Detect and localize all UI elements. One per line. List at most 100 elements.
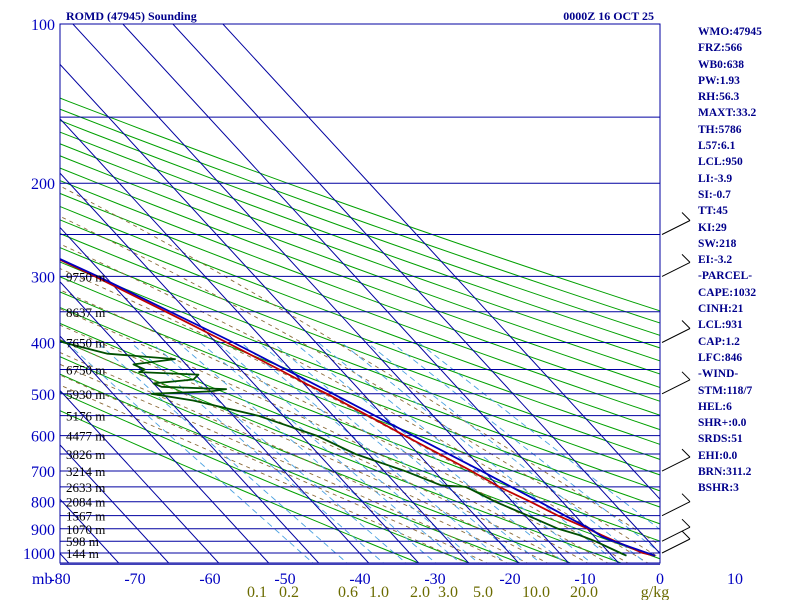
isotherm-grid bbox=[0, 12, 660, 564]
moist-adiabat bbox=[60, 289, 609, 563]
mixing-ratio-label: 1.0 bbox=[369, 584, 389, 600]
wind-barb-flag bbox=[681, 448, 691, 458]
param-row: SRDS:51 bbox=[698, 433, 743, 446]
param-row: WMO:47945 bbox=[698, 26, 762, 38]
moist-adiabat bbox=[60, 339, 549, 563]
height-label: 7650 m bbox=[66, 335, 105, 350]
adiabat-grid bbox=[60, 97, 660, 563]
dry-adiabat bbox=[60, 276, 660, 508]
dry-adiabat bbox=[60, 219, 660, 445]
pressure-tick-label: 900 bbox=[31, 522, 55, 539]
param-row: WB0:638 bbox=[698, 58, 744, 71]
isotherm bbox=[172, 24, 660, 555]
isotherm bbox=[72, 24, 570, 563]
mixing-ratio-line bbox=[177, 342, 437, 563]
parameter-panel: WMO:47945 FRZ:566 WB0:638 PW:1.93 RH:56.3 MAX… bbox=[698, 24, 798, 497]
height-label: 1567 m bbox=[66, 509, 105, 524]
pressure-tick-label: 300 bbox=[31, 269, 55, 286]
wind-barbs bbox=[661, 212, 691, 554]
param-row: CAPE:1032 bbox=[698, 286, 757, 299]
wind-barb bbox=[661, 328, 691, 343]
series-parcel bbox=[60, 258, 656, 557]
mixing-ratio-line bbox=[130, 342, 385, 563]
height-label: 2084 m bbox=[66, 495, 105, 510]
wind-barb-flag bbox=[681, 530, 691, 540]
dry-adiabat bbox=[60, 155, 660, 375]
wind-barb-flag bbox=[681, 493, 691, 503]
mixing-ratio-label: 5.0 bbox=[473, 584, 493, 600]
isotherm bbox=[0, 12, 20, 564]
wind-barb-flag bbox=[681, 320, 691, 329]
param-row: MAXT:33.2 bbox=[698, 107, 757, 120]
temperature-tick-label: -20 bbox=[499, 571, 520, 588]
isotherm bbox=[60, 281, 320, 563]
param-row: EI:-3.2 bbox=[698, 254, 733, 267]
height-label: 6750 m bbox=[66, 363, 105, 378]
param-row: BSHR:3 bbox=[698, 482, 739, 495]
param-row: EHI:0.0 bbox=[698, 449, 738, 462]
param-row: LFC:846 bbox=[698, 351, 743, 364]
param-row: LI:-3.9 bbox=[698, 172, 733, 185]
param-row: -WIND- bbox=[698, 368, 739, 381]
mixing-ratio-label: 2.0 bbox=[410, 584, 430, 600]
plot-frame bbox=[59, 23, 661, 564]
param-row: SI:-0.7 bbox=[698, 188, 731, 201]
height-label: 9750 m bbox=[66, 269, 105, 284]
isotherm bbox=[60, 63, 520, 563]
height-label: 5176 m bbox=[66, 409, 105, 424]
temperature-tick-label: -70 bbox=[124, 571, 145, 588]
pressure-unit-label: mb bbox=[32, 571, 52, 588]
chart-time: 0000Z 16 OCT 25 bbox=[563, 9, 654, 23]
param-row: CAP:1.2 bbox=[698, 335, 740, 348]
param-row: -PARCEL- bbox=[698, 270, 753, 283]
wind-barb bbox=[661, 379, 691, 395]
dry-adiabat bbox=[60, 247, 660, 476]
wind-barb bbox=[661, 261, 691, 277]
pressure-tick-label: 700 bbox=[31, 464, 55, 481]
param-row: TH:5786 bbox=[698, 123, 742, 136]
height-label: 3214 m bbox=[66, 464, 105, 479]
dry-adiabat bbox=[60, 233, 660, 460]
isotherm bbox=[60, 335, 270, 563]
param-row: SHR+:0.0 bbox=[698, 417, 747, 430]
height-label: 1070 m bbox=[66, 522, 105, 537]
temperature-tick-label: -10 bbox=[574, 571, 595, 588]
mixing-ratio-label: 20.0 bbox=[570, 584, 598, 600]
height-label: 4477 m bbox=[66, 429, 105, 444]
series-temperature bbox=[60, 258, 656, 557]
param-row: SW:218 bbox=[698, 237, 737, 250]
dry-adiabat bbox=[60, 306, 660, 542]
wind-barb-flag bbox=[681, 371, 691, 381]
mixing-ratio-label: 0.2 bbox=[279, 584, 299, 600]
isotherm bbox=[60, 444, 170, 563]
param-row: STM:118/7 bbox=[698, 384, 753, 397]
pressure-tick-label: 600 bbox=[31, 429, 55, 446]
pressure-tick-label: 100 bbox=[31, 17, 55, 34]
dry-adiabat bbox=[60, 192, 660, 416]
param-row: LCL:950 bbox=[698, 156, 743, 169]
pressure-tick-label: 1000 bbox=[23, 546, 55, 563]
moist-adiabat bbox=[60, 215, 660, 559]
param-row: KI:29 bbox=[698, 221, 727, 234]
mixing-ratio-line bbox=[258, 342, 526, 563]
isotherm bbox=[60, 226, 370, 563]
dry-adiabat bbox=[60, 205, 660, 431]
param-row: PW:1.93 bbox=[698, 74, 740, 87]
temperature-tick-label: -40 bbox=[349, 571, 370, 588]
temperature-tick-label: -50 bbox=[274, 571, 295, 588]
mixing-ratio-label: 10.0 bbox=[522, 584, 550, 600]
wind-barb bbox=[661, 526, 691, 542]
wind-barb bbox=[661, 456, 691, 472]
mixing-ratio-line bbox=[150, 342, 407, 563]
wind-barb bbox=[661, 501, 691, 517]
dry-adiabat bbox=[60, 131, 660, 349]
mixing-ratio-label: g/kg bbox=[641, 584, 669, 600]
moist-adiabat bbox=[60, 374, 489, 563]
wind-barb-flag bbox=[681, 212, 691, 221]
height-label: 598 m bbox=[66, 534, 99, 549]
temperature-tick-label: -80 bbox=[49, 571, 70, 588]
height-label: 2633 m bbox=[66, 480, 105, 495]
temperature-tick-label: -60 bbox=[199, 571, 220, 588]
